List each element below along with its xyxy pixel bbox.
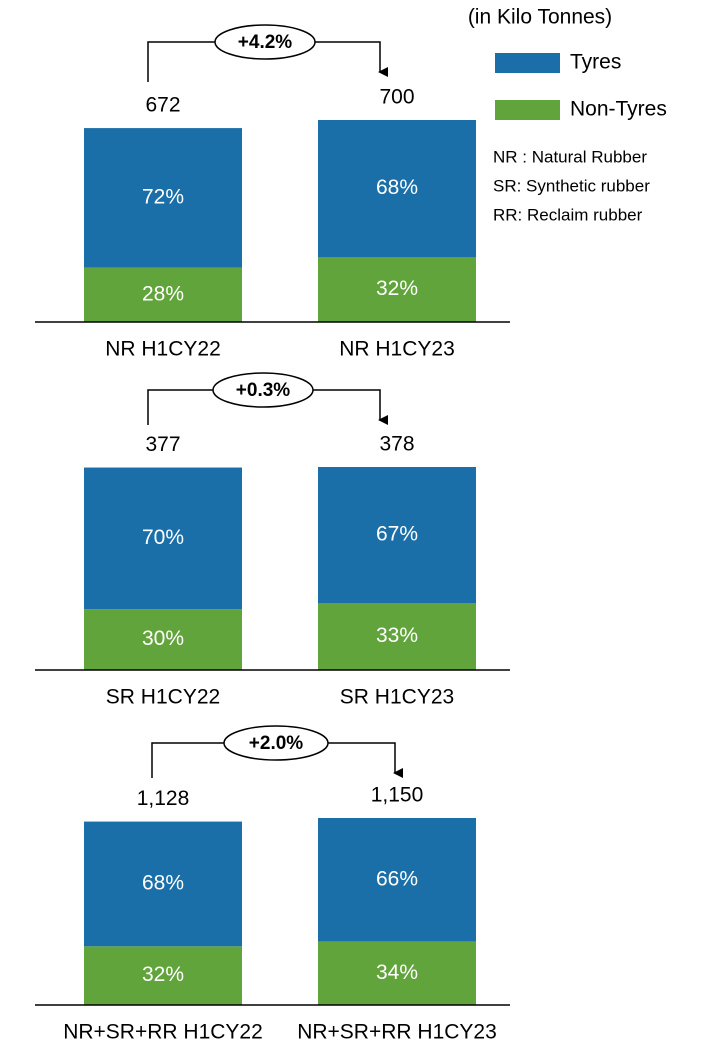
data-label: 68% bbox=[142, 871, 184, 894]
unit-subtitle: (in Kilo Tonnes) bbox=[468, 6, 612, 29]
total-label: 1,150 bbox=[371, 784, 424, 807]
change-label: +4.2% bbox=[238, 32, 293, 53]
category-label: SR H1CY22 bbox=[106, 686, 220, 709]
total-label: 377 bbox=[145, 433, 180, 456]
note: NR : Natural Rubber bbox=[493, 147, 647, 166]
bar-segment bbox=[318, 257, 476, 322]
category-label: NR+SR+RR H1CY22 bbox=[63, 1021, 263, 1044]
data-label: 30% bbox=[142, 627, 184, 650]
category-label: NR+SR+RR H1CY23 bbox=[297, 1021, 497, 1044]
bar-segment bbox=[84, 609, 242, 670]
bar-segment bbox=[84, 267, 242, 322]
bar-segment bbox=[84, 467, 242, 610]
total-label: 672 bbox=[145, 94, 180, 117]
note: SR: Synthetic rubber bbox=[493, 176, 650, 195]
bar-segment bbox=[84, 946, 242, 1005]
total-label: 700 bbox=[379, 86, 414, 109]
change-badge bbox=[212, 372, 314, 408]
legend-swatch bbox=[495, 53, 560, 73]
data-label: 33% bbox=[376, 624, 418, 647]
note: RR: Reclaim rubber bbox=[493, 205, 643, 224]
legend-label: Non-Tyres bbox=[570, 98, 667, 121]
bar-segment bbox=[318, 603, 476, 670]
change-badge bbox=[223, 725, 329, 761]
data-label: 32% bbox=[376, 277, 418, 300]
data-label: 70% bbox=[142, 526, 184, 549]
category-label: NR H1CY22 bbox=[105, 338, 221, 361]
data-label: 34% bbox=[376, 961, 418, 984]
legend-label: Tyres bbox=[570, 51, 621, 74]
data-label: 32% bbox=[142, 963, 184, 986]
legend-swatch bbox=[495, 100, 560, 120]
bar-segment bbox=[318, 467, 476, 604]
bar-segment bbox=[84, 821, 242, 947]
change-label: +2.0% bbox=[249, 733, 304, 754]
change-label: +0.3% bbox=[236, 380, 291, 401]
change-badge bbox=[214, 24, 316, 60]
data-label: 68% bbox=[376, 176, 418, 199]
bar-segment bbox=[84, 128, 242, 268]
data-label: 72% bbox=[142, 185, 184, 208]
category-label: SR H1CY23 bbox=[340, 686, 454, 709]
total-label: 378 bbox=[379, 433, 414, 456]
bar-segment bbox=[318, 120, 476, 258]
bar-segment bbox=[318, 818, 476, 942]
category-label: NR H1CY23 bbox=[339, 338, 455, 361]
bar-segment bbox=[318, 941, 476, 1005]
data-label: 66% bbox=[376, 867, 418, 890]
total-label: 1,128 bbox=[137, 787, 190, 810]
data-label: 67% bbox=[376, 523, 418, 546]
data-label: 28% bbox=[142, 282, 184, 305]
